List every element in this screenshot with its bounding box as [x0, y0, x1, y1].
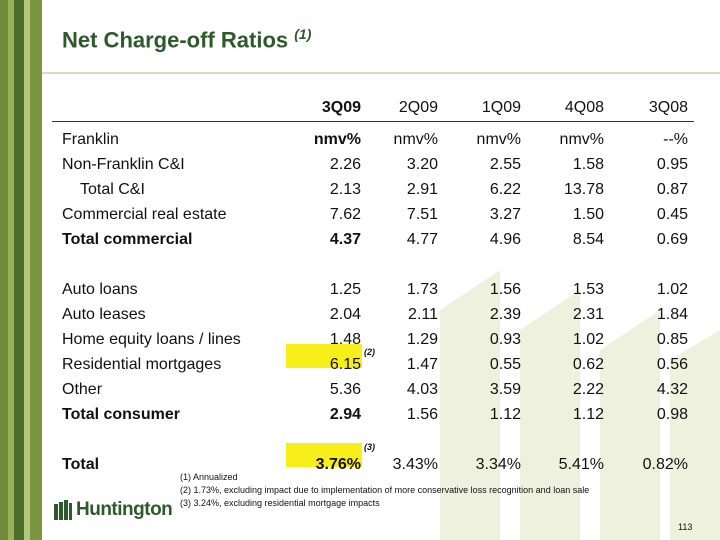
table-cell: 1.02 — [572, 331, 604, 348]
logo-text: Huntington — [76, 499, 173, 520]
row-label: Total commercial — [62, 231, 193, 248]
table-cell: 7.62 — [329, 206, 361, 223]
table-cell: 0.62 — [572, 356, 604, 373]
table-cell: 1.50 — [572, 206, 604, 223]
table-cell: 2.91 — [406, 181, 438, 198]
table-cell: 1.47 — [406, 356, 438, 373]
row-label: Auto loans — [62, 281, 138, 298]
column-header-3q08: 3Q08 — [648, 99, 688, 116]
table-cell: 0.69 — [656, 231, 688, 248]
table-cell: 0.45 — [656, 206, 688, 223]
table-cell: 1.29 — [406, 331, 438, 348]
table-cell: 0.87 — [656, 181, 688, 198]
footnote-1: (1) Annualized — [180, 472, 238, 482]
table-cell: 4.37 — [329, 231, 361, 248]
footnote-marker-total: (3) — [364, 442, 375, 452]
table-cell: 0.56 — [656, 356, 688, 373]
table-cell: 0.95 — [656, 156, 688, 173]
table-cell: 2.22 — [572, 381, 604, 398]
table-cell: 3.76% — [315, 456, 361, 473]
column-header-2q09: 2Q09 — [398, 99, 438, 116]
table-cell: 1.25 — [329, 281, 361, 298]
table-cell: 3.20 — [406, 156, 438, 173]
table-cell: 4.96 — [489, 231, 521, 248]
table-cell: nmv% — [393, 131, 438, 148]
table-cell: 1.12 — [489, 406, 521, 423]
footnote-3: (3) 3.24%, excluding residential mortgag… — [180, 498, 380, 508]
table-cell: 4.32 — [656, 381, 688, 398]
page-number: 113 — [678, 522, 693, 532]
table-cell: 2.04 — [329, 306, 361, 323]
table-cell: 1.53 — [572, 281, 604, 298]
table-cell: 1.73 — [406, 281, 438, 298]
table-cell: 0.93 — [489, 331, 521, 348]
table-cell: 7.51 — [406, 206, 438, 223]
row-label: Commercial real estate — [62, 206, 227, 223]
table-cell: 2.39 — [489, 306, 521, 323]
table-cell: 3.34% — [475, 456, 521, 473]
table-cell: 1.56 — [406, 406, 438, 423]
table-cell: 3.27 — [489, 206, 521, 223]
table-cell: 13.78 — [563, 181, 604, 198]
row-label: Other — [62, 381, 103, 398]
huntington-logo: Huntington — [54, 499, 173, 521]
table-cell: 3.43% — [392, 456, 438, 473]
footnote-marker-residential: (2) — [364, 347, 375, 357]
table-cell: 4.77 — [406, 231, 438, 248]
table-cell: 2.94 — [329, 406, 361, 423]
table-cell: 5.36 — [329, 381, 361, 398]
table-cell: 1.12 — [572, 406, 604, 423]
table-cell: 0.55 — [489, 356, 521, 373]
table-cell: 8.54 — [572, 231, 604, 248]
table-cell: 1.56 — [489, 281, 521, 298]
table-cell: --% — [663, 131, 688, 148]
column-header-4q08: 4Q08 — [564, 99, 604, 116]
table-cell: nmv% — [559, 131, 604, 148]
table-cell: 2.31 — [572, 306, 604, 323]
table-cell: 0.82% — [642, 456, 688, 473]
table-cell: 2.26 — [329, 156, 361, 173]
title-underline — [42, 72, 720, 74]
table-cell: 6.22 — [489, 181, 521, 198]
row-label: Total — [62, 456, 100, 473]
huntington-logo-icon — [54, 500, 72, 520]
table-cell: 4.03 — [406, 381, 438, 398]
footnote-2: (2) 1.73%, excluding impact due to imple… — [180, 485, 590, 495]
highlight-total — [286, 443, 362, 467]
row-label: Auto leases — [62, 306, 146, 323]
row-label: Total consumer — [62, 406, 180, 423]
row-label: Total C&I — [80, 181, 145, 198]
highlight-residential — [286, 344, 362, 368]
left-decorative-band — [0, 0, 42, 540]
table-cell: 1.02 — [656, 281, 688, 298]
table-cell: 2.11 — [408, 306, 438, 323]
column-header-3q09: 3Q09 — [321, 99, 361, 116]
table-cell: 3.59 — [489, 381, 521, 398]
table-cell: 0.98 — [656, 406, 688, 423]
column-header-1q09: 1Q09 — [481, 99, 521, 116]
table-cell: 6.15 — [329, 356, 361, 373]
header-rule — [52, 121, 694, 122]
table-cell: 0.85 — [656, 331, 688, 348]
table-cell: nmv% — [476, 131, 521, 148]
table-cell: 1.58 — [572, 156, 604, 173]
watermark-logo — [440, 270, 720, 540]
table-cell: 1.84 — [656, 306, 688, 323]
table-cell: 2.55 — [489, 156, 521, 173]
page-title: Net Charge-off Ratios (1) — [62, 26, 312, 53]
row-label: Non-Franklin C&I — [62, 156, 185, 173]
row-label: Home equity loans / lines — [62, 331, 241, 348]
table-cell: 1.48 — [329, 331, 361, 348]
table-cell: nmv% — [313, 131, 361, 148]
table-cell: 5.41% — [558, 456, 604, 473]
row-label: Residential mortgages — [62, 356, 222, 373]
row-label: Franklin — [62, 131, 119, 148]
table-cell: 2.13 — [329, 181, 361, 198]
